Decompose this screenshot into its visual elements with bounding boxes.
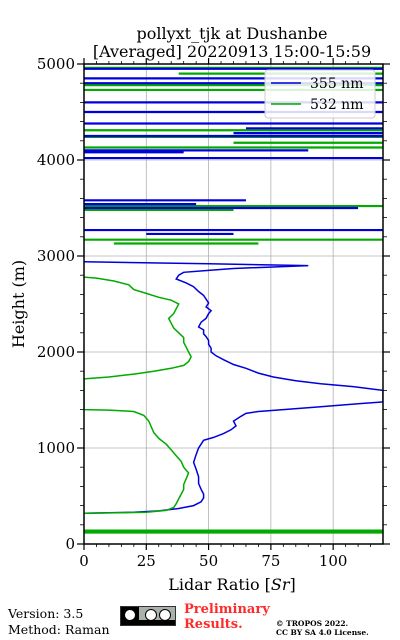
footer-version-block: Version: 3.5 Method: Raman bbox=[8, 606, 110, 638]
plot-area bbox=[84, 66, 383, 534]
version-text: Version: 3.5 bbox=[8, 606, 84, 621]
license-notice: © TROPOS 2022. CC BY SA 4.0 License. bbox=[276, 619, 369, 637]
y-tick-label: 1000 bbox=[37, 439, 75, 457]
method-text: Method: Raman bbox=[8, 622, 110, 637]
prelim-line2: Results. bbox=[184, 617, 243, 632]
y-tick-label: 0 bbox=[65, 535, 75, 553]
series-line-532-nm bbox=[84, 276, 192, 515]
x-tick-label: 100 bbox=[319, 552, 348, 570]
preliminary-results-notice: Preliminary Results. bbox=[184, 602, 270, 632]
chart-title-line1: pollyxt_tjk at Dushanbe bbox=[136, 24, 327, 43]
legend-label-532: 532 nm bbox=[310, 97, 363, 113]
x-tick-label: 25 bbox=[137, 552, 156, 570]
chart-title-line2: [Averaged] 20220913 15:00-15:59 bbox=[93, 42, 371, 61]
license-line1: © TROPOS 2022. bbox=[276, 619, 349, 628]
y-tick-label: 3000 bbox=[37, 247, 75, 265]
series-line-355-nm bbox=[84, 261, 383, 515]
x-axis-label: Lidar Ratio [Sr] bbox=[168, 575, 296, 594]
license-line2: CC BY SA 4.0 License. bbox=[276, 628, 369, 637]
y-tick-label: 4000 bbox=[37, 151, 75, 169]
prelim-line1: Preliminary bbox=[184, 602, 270, 617]
x-tick-label: 50 bbox=[199, 552, 218, 570]
x-tick-label: 75 bbox=[261, 552, 280, 570]
cc-by-sa-logo bbox=[120, 606, 176, 626]
plot-frame bbox=[83, 63, 384, 545]
y-tick-label: 2000 bbox=[37, 343, 75, 361]
legend-label-355: 355 nm bbox=[310, 76, 363, 92]
y-tick-label: 5000 bbox=[37, 55, 75, 73]
lidar-ratio-chart: pollyxt_tjk at Dushanbe [Averaged] 20220… bbox=[9, 24, 390, 594]
legend: 355 nm 532 nm bbox=[264, 69, 376, 119]
x-tick-label: 0 bbox=[79, 552, 89, 570]
y-axis-label: Height (m) bbox=[9, 260, 28, 348]
